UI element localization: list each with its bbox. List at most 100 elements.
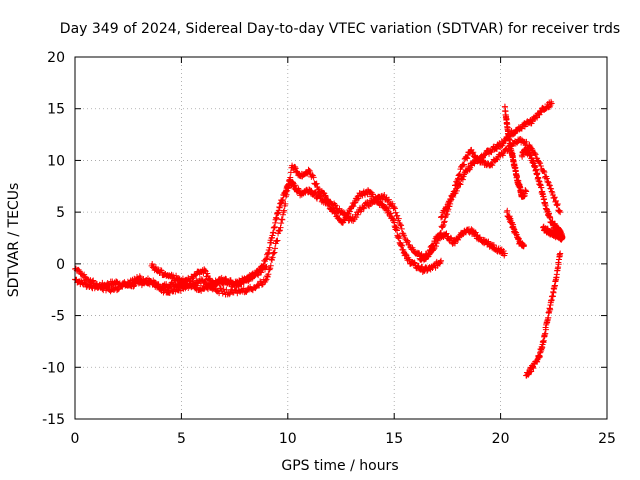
data-point (282, 200, 289, 207)
data-point (198, 276, 205, 283)
y-tick-label: -5 (51, 309, 65, 325)
data-point (470, 149, 477, 156)
data-point (131, 282, 138, 289)
series-6 (503, 207, 528, 250)
data-point (322, 193, 329, 200)
data-point (406, 256, 413, 263)
data-point (274, 237, 281, 244)
y-tick-label: 20 (47, 50, 65, 66)
data-point (469, 149, 476, 156)
data-point (162, 286, 169, 293)
data-point (385, 205, 392, 212)
data-point (459, 176, 466, 183)
data-point (220, 286, 227, 293)
data-point (548, 185, 555, 192)
data-point (114, 286, 121, 293)
data-point (538, 109, 545, 116)
data-point (308, 187, 315, 194)
data-point (132, 277, 139, 284)
grid (75, 57, 607, 419)
data-point (404, 238, 411, 245)
data-point (271, 249, 278, 256)
series-8 (523, 250, 564, 379)
data-point (446, 198, 453, 205)
data-point (438, 214, 445, 221)
data-point (158, 267, 165, 274)
data-point (452, 240, 458, 247)
data-point (284, 185, 291, 192)
data-point (265, 271, 272, 278)
chart-title: Day 349 of 2024, Sidereal Day-to-day VTE… (60, 21, 620, 37)
data-point (453, 187, 460, 194)
data-point (282, 193, 289, 200)
data-point (264, 273, 271, 280)
data-point (249, 275, 256, 282)
series-1 (72, 135, 564, 298)
data-point (557, 209, 564, 216)
data-point (360, 205, 367, 212)
data-point (279, 196, 286, 203)
data-point (287, 174, 294, 181)
data-point (500, 247, 507, 254)
data-point (306, 167, 313, 174)
data-point (537, 163, 544, 170)
x-tick-label: 5 (177, 431, 186, 447)
data-point (557, 250, 564, 257)
data-point (137, 274, 144, 281)
data-point (439, 223, 446, 230)
data-point (285, 184, 292, 191)
data-point (395, 215, 402, 222)
data-point (354, 196, 361, 203)
data-point (521, 242, 528, 249)
data-point (537, 160, 544, 167)
plot-frame (74, 56, 608, 420)
data-point (280, 209, 287, 216)
data-point (238, 280, 245, 287)
data-point (430, 242, 437, 249)
data-point (426, 247, 433, 254)
data-point (240, 285, 247, 292)
data-point (548, 188, 555, 195)
data-point (227, 290, 234, 297)
data-point (292, 164, 299, 171)
data-point (125, 281, 132, 288)
data-point (258, 281, 265, 288)
data-point (441, 219, 448, 226)
data-point (272, 245, 279, 252)
data-point (440, 221, 447, 228)
data-point (501, 250, 508, 257)
data-point (523, 138, 530, 145)
data-point (542, 330, 549, 337)
data-point (548, 100, 555, 107)
y-tick-label: 10 (47, 153, 65, 169)
data-point (372, 198, 379, 205)
data-point (464, 155, 471, 162)
data-point (547, 102, 554, 109)
data-point (424, 253, 431, 260)
data-point (286, 178, 293, 185)
data-point (173, 272, 180, 279)
data-point (346, 208, 353, 215)
data-point (154, 281, 161, 288)
data-point (322, 192, 329, 199)
data-point (546, 182, 553, 189)
data-point (385, 196, 392, 203)
data-point (332, 202, 339, 209)
data-point (493, 145, 500, 152)
data-point (465, 165, 472, 172)
y-tick-label: 5 (56, 205, 65, 221)
data-point (149, 260, 156, 267)
data-point (236, 277, 243, 284)
data-point (494, 155, 501, 162)
data-point (263, 276, 270, 283)
data-point (437, 258, 444, 265)
data-point (551, 194, 558, 201)
data-points (72, 98, 566, 379)
data-point (536, 159, 543, 166)
data-point (455, 172, 462, 179)
data-point (469, 150, 476, 157)
data-point (457, 181, 464, 188)
data-point (262, 277, 269, 284)
data-point (278, 220, 285, 227)
